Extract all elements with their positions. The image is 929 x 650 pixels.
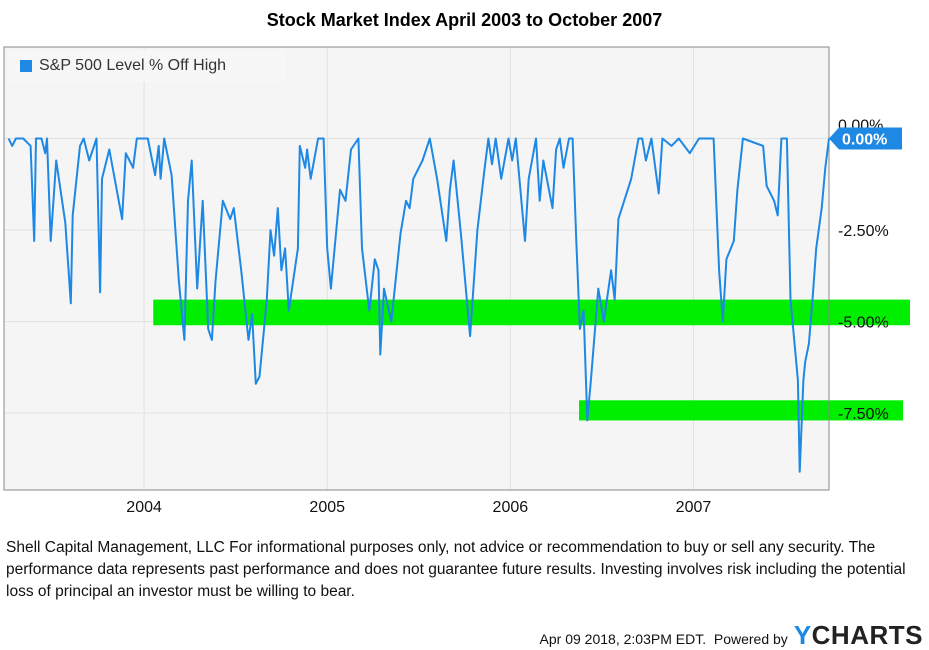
y-tick-label: -7.50%: [838, 406, 889, 423]
x-tick-label: 2004: [126, 499, 162, 516]
x-tick-label: 2007: [676, 499, 712, 516]
legend-swatch: [20, 60, 32, 72]
last-value-flag: [829, 127, 902, 150]
plot-background: [4, 47, 829, 490]
ycharts-logo[interactable]: YCHARTS: [793, 620, 923, 650]
y-tick-label: -2.50%: [838, 223, 889, 240]
legend-label: S&P 500 Level % Off High: [39, 57, 227, 74]
plot-border: [3, 46, 830, 491]
highlight-band: [579, 400, 903, 421]
last-value-label: 0.00%: [842, 132, 887, 149]
series-line-sp500: [7, 137, 830, 473]
y-tick-label: -5.00%: [838, 315, 889, 332]
x-tick-label: 2005: [309, 499, 345, 516]
chart-title: Stock Market Index April 2003 to October…: [266, 10, 663, 30]
highlight-band: [153, 299, 910, 326]
powered-by-label: Powered by: [713, 631, 788, 647]
credit-line: Apr 09 2018, 2:03PM EDT. Powered by YCHA…: [540, 620, 923, 650]
disclaimer-text: Shell Capital Management, LLC For inform…: [6, 539, 906, 600]
timestamp: Apr 09 2018, 2:03PM EDT.: [539, 631, 707, 647]
legend[interactable]: S&P 500 Level % Off High: [8, 50, 286, 82]
x-tick-label: 2006: [493, 499, 529, 516]
line-chart: 0.00%-2.50%-5.00%-7.50%2004 2005 2006 20070…: [3, 46, 910, 516]
